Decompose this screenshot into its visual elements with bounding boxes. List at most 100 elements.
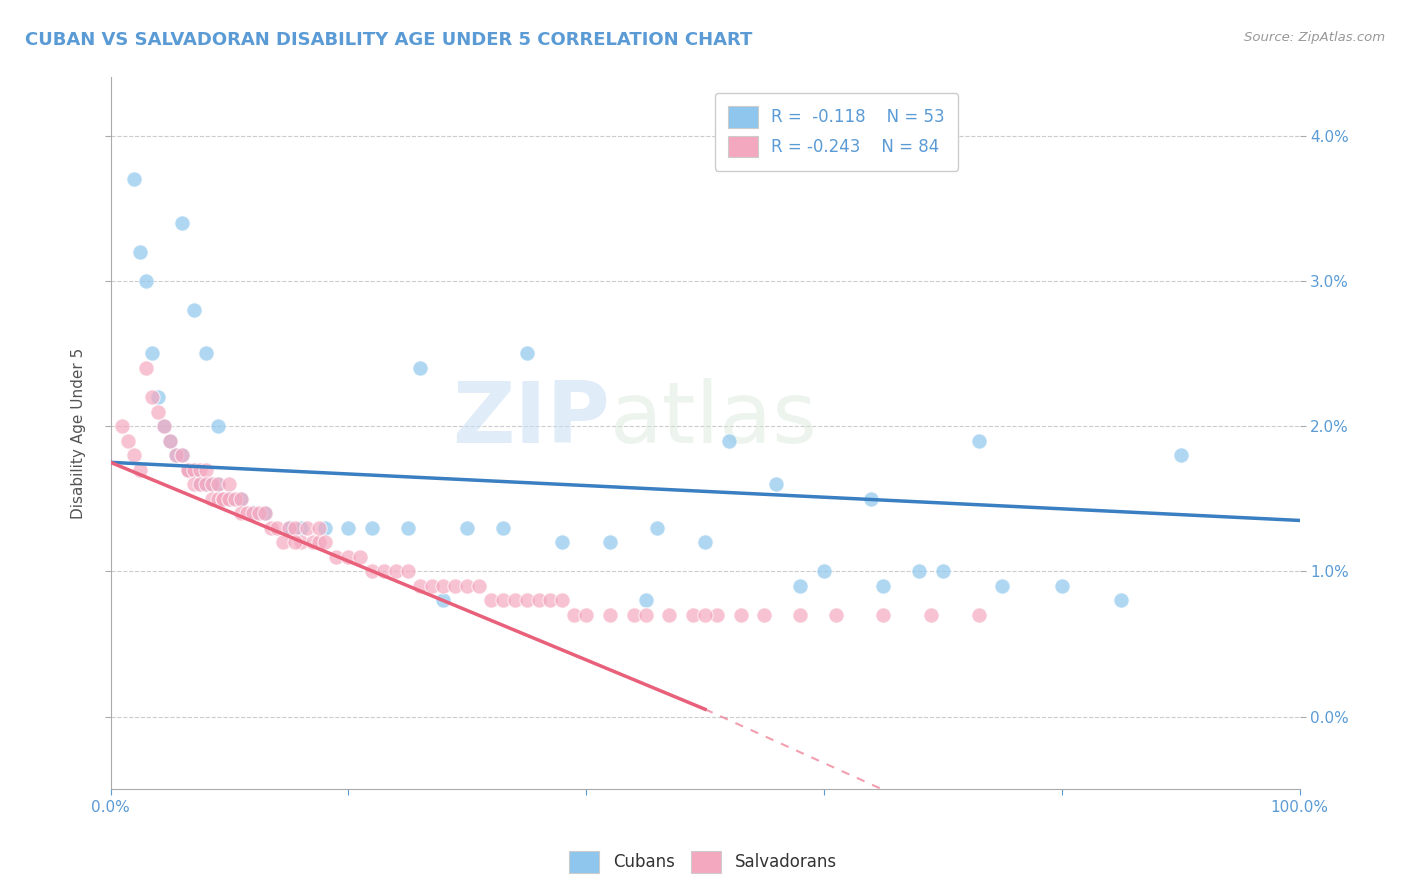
Point: [159, 434, 181, 448]
Point: [194, 346, 217, 360]
Point: [373, 564, 395, 578]
Text: Source: ZipAtlas.com: Source: ZipAtlas.com: [1244, 31, 1385, 45]
Point: [432, 579, 454, 593]
Point: [290, 535, 312, 549]
Point: [231, 506, 253, 520]
Point: [813, 564, 835, 578]
Point: [224, 491, 246, 506]
Point: [872, 607, 894, 622]
Point: [325, 549, 347, 564]
Point: [824, 607, 846, 622]
Point: [271, 535, 294, 549]
Point: [242, 506, 264, 520]
Point: [599, 607, 621, 622]
Point: [634, 607, 657, 622]
Point: [658, 607, 681, 622]
Point: [408, 360, 430, 375]
Point: [194, 462, 217, 476]
Point: [551, 593, 574, 607]
Point: [212, 491, 235, 506]
Point: [212, 491, 235, 506]
Point: [218, 491, 240, 506]
Point: [468, 579, 491, 593]
Point: [361, 521, 384, 535]
Point: [207, 491, 229, 506]
Point: [765, 477, 787, 491]
Y-axis label: Disability Age Under 5: Disability Age Under 5: [72, 348, 86, 519]
Point: [872, 579, 894, 593]
Point: [231, 491, 253, 506]
Point: [527, 593, 550, 607]
Point: [124, 172, 146, 186]
Point: [277, 521, 299, 535]
Point: [308, 521, 330, 535]
Point: [540, 593, 562, 607]
Point: [111, 419, 134, 434]
Point: [516, 593, 538, 607]
Point: [177, 462, 200, 476]
Point: [284, 521, 307, 535]
Point: [408, 579, 430, 593]
Point: [361, 564, 384, 578]
Legend: Cubans, Salvadorans: Cubans, Salvadorans: [562, 845, 844, 880]
Point: [260, 521, 283, 535]
Point: [396, 564, 419, 578]
Point: [967, 434, 990, 448]
Point: [236, 506, 259, 520]
Point: [492, 521, 515, 535]
Point: [754, 607, 776, 622]
Point: [634, 593, 657, 607]
Point: [456, 521, 478, 535]
Point: [967, 607, 990, 622]
Point: [153, 419, 176, 434]
Point: [117, 434, 139, 448]
Point: [141, 346, 163, 360]
Point: [207, 477, 229, 491]
Point: [177, 462, 200, 476]
Point: [183, 302, 205, 317]
Point: [337, 521, 360, 535]
Point: [479, 593, 502, 607]
Point: [170, 448, 193, 462]
Point: [908, 564, 931, 578]
Point: [682, 607, 704, 622]
Point: [647, 521, 669, 535]
Point: [444, 579, 467, 593]
Point: [170, 216, 193, 230]
Point: [218, 491, 240, 506]
Point: [432, 593, 454, 607]
Text: CUBAN VS SALVADORAN DISABILITY AGE UNDER 5 CORRELATION CHART: CUBAN VS SALVADORAN DISABILITY AGE UNDER…: [25, 31, 752, 49]
Point: [170, 448, 193, 462]
Point: [266, 521, 288, 535]
Point: [277, 521, 299, 535]
Text: ZIP: ZIP: [453, 377, 610, 460]
Point: [188, 477, 211, 491]
Point: [254, 506, 277, 520]
Point: [135, 274, 157, 288]
Point: [188, 462, 211, 476]
Point: [124, 448, 146, 462]
Point: [562, 607, 585, 622]
Point: [201, 477, 224, 491]
Legend: R =  -0.118    N = 53, R = -0.243    N = 84: R = -0.118 N = 53, R = -0.243 N = 84: [714, 93, 959, 170]
Point: [201, 477, 224, 491]
Point: [337, 549, 360, 564]
Point: [212, 491, 235, 506]
Point: [420, 579, 443, 593]
Point: [932, 564, 955, 578]
Point: [129, 462, 152, 476]
Point: [141, 390, 163, 404]
Point: [693, 607, 716, 622]
Point: [492, 593, 515, 607]
Point: [183, 477, 205, 491]
Point: [201, 491, 224, 506]
Point: [135, 360, 157, 375]
Point: [314, 521, 336, 535]
Point: [623, 607, 645, 622]
Point: [396, 521, 419, 535]
Point: [242, 506, 264, 520]
Point: [503, 593, 526, 607]
Point: [456, 579, 478, 593]
Point: [177, 462, 200, 476]
Point: [247, 506, 270, 520]
